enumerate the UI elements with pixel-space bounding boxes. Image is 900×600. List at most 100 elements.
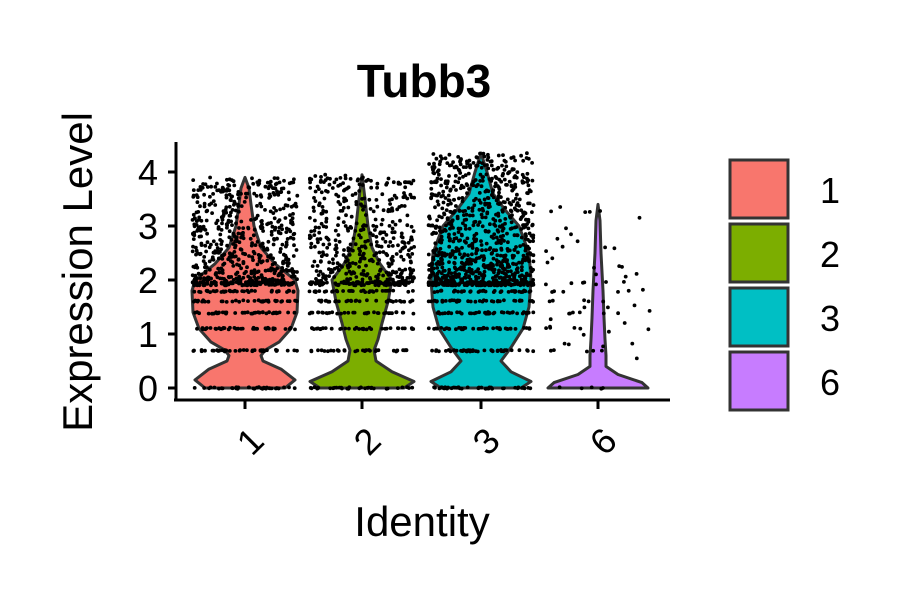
data-point: [498, 299, 502, 304]
data-point: [520, 179, 525, 184]
data-point: [474, 251, 478, 256]
data-point: [324, 311, 329, 315]
data-point: [510, 188, 515, 193]
data-point: [427, 268, 431, 272]
data-point: [205, 265, 209, 269]
x-axis-ticks: 1 2 3 6: [229, 400, 625, 463]
data-point: [336, 282, 341, 287]
data-point: [473, 299, 478, 304]
data-point: [317, 225, 321, 230]
data-point: [353, 261, 358, 266]
data-point: [405, 213, 410, 218]
data-point: [445, 386, 449, 391]
data-point: [309, 245, 313, 250]
data-point: [444, 276, 448, 281]
data-point: [342, 248, 346, 252]
data-point: [477, 255, 482, 260]
data-point: [317, 203, 321, 208]
data-point: [341, 220, 346, 225]
data-point: [292, 274, 297, 279]
data-point: [374, 298, 379, 303]
data-point: [191, 244, 195, 249]
data-point: [344, 213, 348, 218]
data-point: [506, 240, 510, 245]
data-point: [353, 349, 358, 354]
data-point: [390, 244, 395, 248]
data-point: [254, 216, 259, 221]
data-point: [373, 283, 378, 287]
data-point: [242, 200, 247, 204]
data-point: [460, 245, 464, 250]
data-point: [481, 258, 486, 262]
data-point: [272, 268, 276, 272]
data-point: [201, 182, 206, 186]
data-point: [464, 349, 469, 354]
data-point: [397, 267, 402, 272]
data-point: [587, 210, 592, 214]
data-point: [432, 385, 436, 390]
data-point: [227, 177, 232, 182]
data-point: [506, 263, 510, 267]
data-point: [252, 268, 257, 272]
data-point: [480, 175, 485, 180]
data-point: [263, 282, 268, 286]
data-point: [193, 216, 197, 221]
data-point: [255, 180, 260, 185]
data-point: [634, 272, 639, 276]
data-point: [321, 242, 326, 247]
legend-label-2: 2: [820, 234, 840, 275]
data-point: [270, 224, 275, 229]
data-point: [351, 281, 356, 285]
data-point: [270, 256, 275, 261]
data-point: [195, 200, 200, 205]
data-point: [515, 192, 519, 197]
data-point: [267, 184, 271, 189]
data-point: [506, 290, 511, 294]
data-point: [511, 199, 516, 204]
data-point: [309, 177, 314, 182]
data-point: [461, 209, 466, 214]
data-point: [401, 245, 406, 250]
data-point: [250, 241, 255, 246]
data-point: [309, 310, 313, 315]
data-point: [508, 326, 513, 331]
data-point: [368, 277, 373, 281]
data-point: [224, 300, 229, 304]
data-point: [502, 281, 507, 285]
data-point: [316, 310, 320, 315]
data-point: [517, 282, 522, 286]
data-point: [335, 311, 340, 316]
data-point: [221, 326, 226, 330]
data-point: [395, 274, 400, 279]
data-point: [439, 177, 443, 182]
data-point: [467, 158, 472, 163]
data-point: [313, 244, 317, 249]
data-point: [512, 248, 517, 252]
data-point: [411, 289, 415, 293]
data-point: [251, 258, 255, 262]
data-point: [317, 230, 322, 235]
data-point: [227, 235, 232, 240]
data-point: [249, 218, 253, 222]
data-point: [325, 280, 329, 285]
data-point: [374, 224, 379, 229]
data-point: [291, 290, 296, 294]
data-point: [247, 385, 251, 390]
data-point: [491, 236, 496, 240]
data-point: [246, 299, 250, 303]
data-point: [207, 267, 212, 272]
data-point: [230, 208, 235, 212]
data-point: [292, 203, 296, 208]
data-point: [386, 298, 391, 303]
data-point: [221, 214, 225, 219]
data-point: [489, 261, 493, 266]
data-point: [465, 385, 470, 390]
data-point: [355, 281, 360, 286]
legend-label-3: 3: [820, 298, 840, 339]
data-point: [531, 203, 536, 208]
data-point: [241, 261, 246, 266]
data-point: [441, 189, 446, 194]
data-point: [496, 214, 501, 218]
data-point: [395, 386, 400, 390]
